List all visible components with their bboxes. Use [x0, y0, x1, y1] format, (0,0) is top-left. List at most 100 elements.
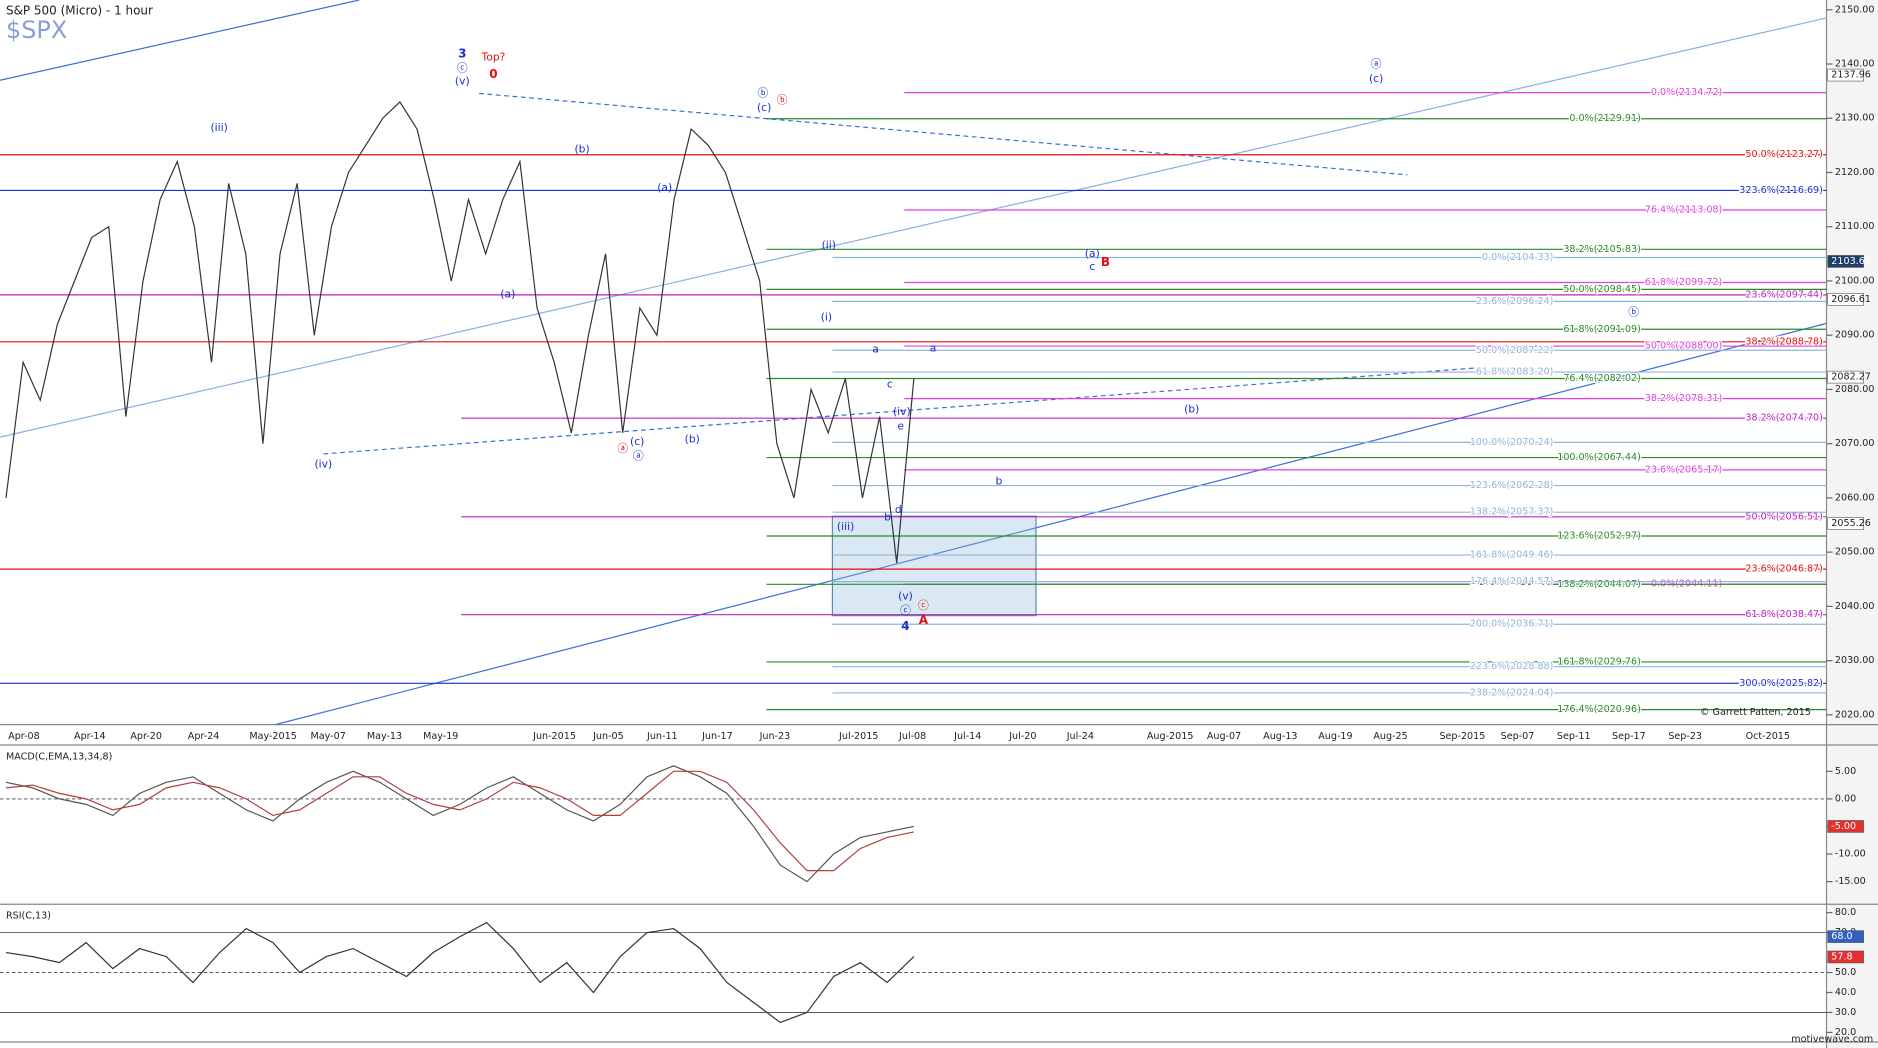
- trend-line: [0, 0, 360, 81]
- y-tick-label: 30.0: [1835, 1007, 1856, 1018]
- x-tick-label: Apr-08: [8, 731, 40, 742]
- wave-label: ⓒ: [457, 61, 468, 74]
- wave-label: (v): [455, 74, 470, 87]
- wave-label: (b): [1184, 403, 1199, 416]
- x-tick-label: Jun-2015: [532, 731, 576, 742]
- wave-label: e: [897, 419, 904, 432]
- x-tick-label: Apr-20: [130, 731, 162, 742]
- x-tick-label: Jun-17: [701, 731, 733, 742]
- y-tick-label: 2110.00: [1835, 221, 1875, 232]
- wave-label: ⓒ: [900, 604, 911, 617]
- x-tick-label: Aug-25: [1373, 731, 1407, 742]
- fib-level-label: 50.0%(2123.27): [1745, 149, 1823, 160]
- fib-level-label: 50.0%(2087.22): [1476, 345, 1554, 356]
- fib-level-label: 0.0%(2104.33): [1482, 252, 1553, 263]
- panel-title: RSI(C,13): [6, 911, 51, 922]
- y-tick-label: -10.00: [1835, 849, 1866, 860]
- wave-label: 0: [489, 67, 497, 81]
- fib-level-label: 238.2%(2024.04): [1470, 687, 1554, 698]
- wave-label: (a): [500, 288, 515, 301]
- wave-label: ⓐ: [1371, 58, 1382, 71]
- price-badge-label: 2137.96: [1831, 70, 1871, 81]
- x-tick-label: Jul-08: [898, 731, 926, 742]
- x-tick-label: Oct-2015: [1746, 731, 1790, 742]
- x-tick-label: Jun-11: [646, 731, 678, 742]
- fib-level-label: 123.6%(2062.28): [1470, 480, 1554, 491]
- price-badge: [1827, 950, 1864, 964]
- indicator-line: [5, 921, 915, 1024]
- wave-label: Top?: [481, 50, 506, 63]
- price-badge: [1827, 820, 1864, 833]
- price-badge: [1827, 293, 1864, 306]
- indicator-line: [5, 770, 914, 872]
- price-badge: [1827, 930, 1864, 943]
- x-tick-label: Aug-07: [1207, 731, 1241, 742]
- x-tick-label: Jul-20: [1008, 731, 1036, 742]
- price-badge-label: 2082.27: [1831, 372, 1871, 383]
- wave-label: 4: [901, 619, 909, 633]
- x-tick-label: Aug-2015: [1147, 731, 1194, 742]
- trend-line: [0, 17, 1827, 438]
- fib-level-label: 50.0%(2088.00): [1645, 341, 1723, 352]
- y-tick-label: 2060.00: [1835, 492, 1875, 503]
- wave-label: b: [884, 510, 891, 523]
- wave-label: (ii): [822, 239, 836, 252]
- y-tick-label: 2130.00: [1835, 113, 1875, 124]
- price-badge-label: 2096.61: [1831, 294, 1871, 305]
- wave-label: (v): [898, 589, 913, 602]
- fib-level-label: 23.6%(2046.87): [1745, 564, 1823, 575]
- y-tick-label: 40.0: [1835, 987, 1856, 998]
- fib-level-label: 161.8%(2029.76): [1557, 656, 1641, 667]
- y-tick-label: 50.0: [1835, 967, 1856, 978]
- wave-label: (iii): [210, 121, 227, 134]
- fib-level-label: 161.8%(2049.46): [1470, 550, 1554, 561]
- x-tick-label: Sep-17: [1612, 731, 1646, 742]
- y-tick-label: 2050.00: [1835, 547, 1875, 558]
- fib-level-label: 176.4%(2044.57): [1470, 576, 1554, 587]
- wave-label: (b): [574, 143, 589, 156]
- fib-level-label: 76.4%(2082.02): [1563, 373, 1641, 384]
- fib-level-label: 23.6%(2065.17): [1645, 464, 1723, 475]
- x-tick-label: Jul-14: [953, 731, 981, 742]
- wave-label: ⓐ: [633, 449, 644, 462]
- target-box: [831, 515, 1037, 617]
- wave-label: B: [1101, 255, 1110, 269]
- price-badge-label: 2103.60: [1831, 256, 1871, 267]
- x-tick-label: Apr-24: [188, 731, 220, 742]
- price-badge-label: 2055.26: [1831, 518, 1871, 529]
- y-tick-label: 0.00: [1835, 793, 1856, 804]
- fib-level-label: 38.2%(2074.70): [1745, 413, 1823, 424]
- wave-label: (c): [757, 101, 771, 114]
- y-tick-label: 2070.00: [1835, 438, 1875, 449]
- y-tick-label: 80.0: [1835, 907, 1856, 918]
- wave-label: (iv): [314, 458, 332, 471]
- fib-level-label: 300.0%(2025.82): [1739, 678, 1823, 689]
- x-tick-label: Jul-24: [1066, 731, 1094, 742]
- trend-line: [323, 367, 1480, 455]
- wave-label: (i): [821, 310, 832, 323]
- price-badge: [1827, 370, 1864, 384]
- fib-level-label: 38.2%(2078.31): [1645, 393, 1723, 404]
- wave-label: ⓑ: [1628, 306, 1639, 319]
- x-tick-label: May-19: [423, 731, 458, 742]
- credit: © Garrett Patten, 2015: [1700, 707, 1811, 718]
- chart-title: S&P 500 (Micro) - 1 hour: [6, 3, 153, 17]
- wave-label: (c): [630, 435, 644, 448]
- fib-level-label: 0.0%(2134.72): [1651, 87, 1722, 98]
- price-badge-label: -5.00: [1831, 821, 1856, 832]
- price-badge-label: 57.8: [1831, 951, 1852, 962]
- wave-label: (c): [1369, 72, 1383, 85]
- wave-label: (iii): [837, 520, 854, 533]
- y-tick-label: 20.0: [1835, 1027, 1856, 1038]
- wave-label: ⓑ: [777, 94, 788, 107]
- y-tick-label: 2080.00: [1835, 384, 1875, 395]
- wave-label: (a): [1085, 247, 1100, 260]
- wave-label: (a): [657, 181, 672, 194]
- indicator-line: [5, 765, 914, 883]
- fib-level-label: 50.0%(2098.45): [1563, 284, 1641, 295]
- fib-level-label: 123.6%(2052.97): [1557, 531, 1641, 542]
- wave-label: b: [995, 474, 1002, 487]
- x-tick-label: Aug-19: [1318, 731, 1352, 742]
